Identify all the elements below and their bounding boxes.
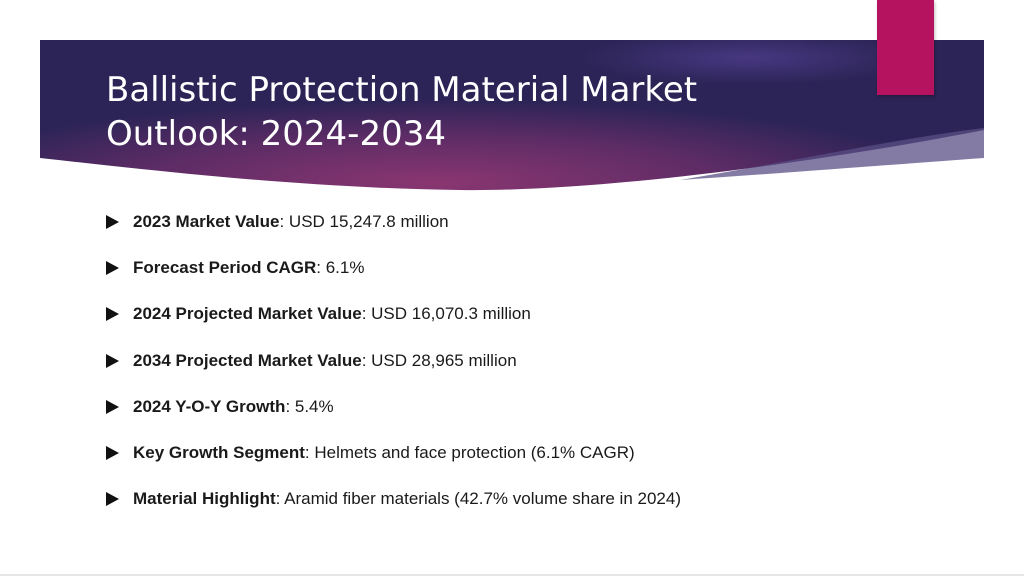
accent-tab xyxy=(877,0,934,95)
title-banner xyxy=(40,40,984,192)
right-triangle-icon xyxy=(106,489,120,509)
bullet-list: 2023 Market Value: USD 15,247.8 million … xyxy=(106,212,986,535)
slide-title: Ballistic Protection Material Market Out… xyxy=(106,68,866,156)
bullet-projected-value-2024: 2024 Projected Market Value: USD 16,070.… xyxy=(106,304,986,350)
right-triangle-icon xyxy=(106,304,120,324)
bullet-label: 2034 Projected Market Value xyxy=(133,350,362,370)
bullet-value: : USD 16,070.3 million xyxy=(361,304,531,324)
title-line-1: Ballistic Protection Material Market xyxy=(106,70,698,110)
bullet-value: : 6.1% xyxy=(316,258,365,278)
bullet-value: : USD 28,965 million xyxy=(361,350,517,370)
title-line-2: Outlook: 2024-2034 xyxy=(106,114,446,154)
bullet-value: : 5.4% xyxy=(285,396,334,416)
bullet-projected-value-2034: 2034 Projected Market Value: USD 28,965 … xyxy=(106,351,986,397)
bullet-forecast-cagr: Forecast Period CAGR: 6.1% xyxy=(106,258,986,304)
bullet-key-growth-segment: Key Growth Segment: Helmets and face pro… xyxy=(106,443,986,489)
bullet-label: 2024 Projected Market Value xyxy=(133,304,362,324)
bullet-material-highlight: Material Highlight: Aramid fiber materia… xyxy=(106,489,986,535)
bottom-divider xyxy=(0,574,1024,576)
right-triangle-icon xyxy=(106,351,120,371)
bullet-value: : Aramid fiber materials (42.7% volume s… xyxy=(275,489,681,509)
bullet-value: : Helmets and face protection (6.1% CAGR… xyxy=(304,442,635,462)
bullet-label: Key Growth Segment xyxy=(133,442,305,462)
right-triangle-icon xyxy=(106,443,120,463)
bullet-yoy-growth-2024: 2024 Y-O-Y Growth: 5.4% xyxy=(106,397,986,443)
bullet-label: 2024 Y-O-Y Growth xyxy=(133,396,286,416)
bullet-label: Material Highlight xyxy=(133,489,276,509)
bullet-label: 2023 Market Value xyxy=(133,212,280,231)
bullet-market-value-2023: 2023 Market Value: USD 15,247.8 million xyxy=(106,212,986,258)
bullet-value: : USD 15,247.8 million xyxy=(279,212,449,231)
right-triangle-icon xyxy=(106,212,120,232)
right-triangle-icon xyxy=(106,397,120,417)
right-triangle-icon xyxy=(106,258,120,278)
bullet-label: Forecast Period CAGR xyxy=(133,258,317,278)
